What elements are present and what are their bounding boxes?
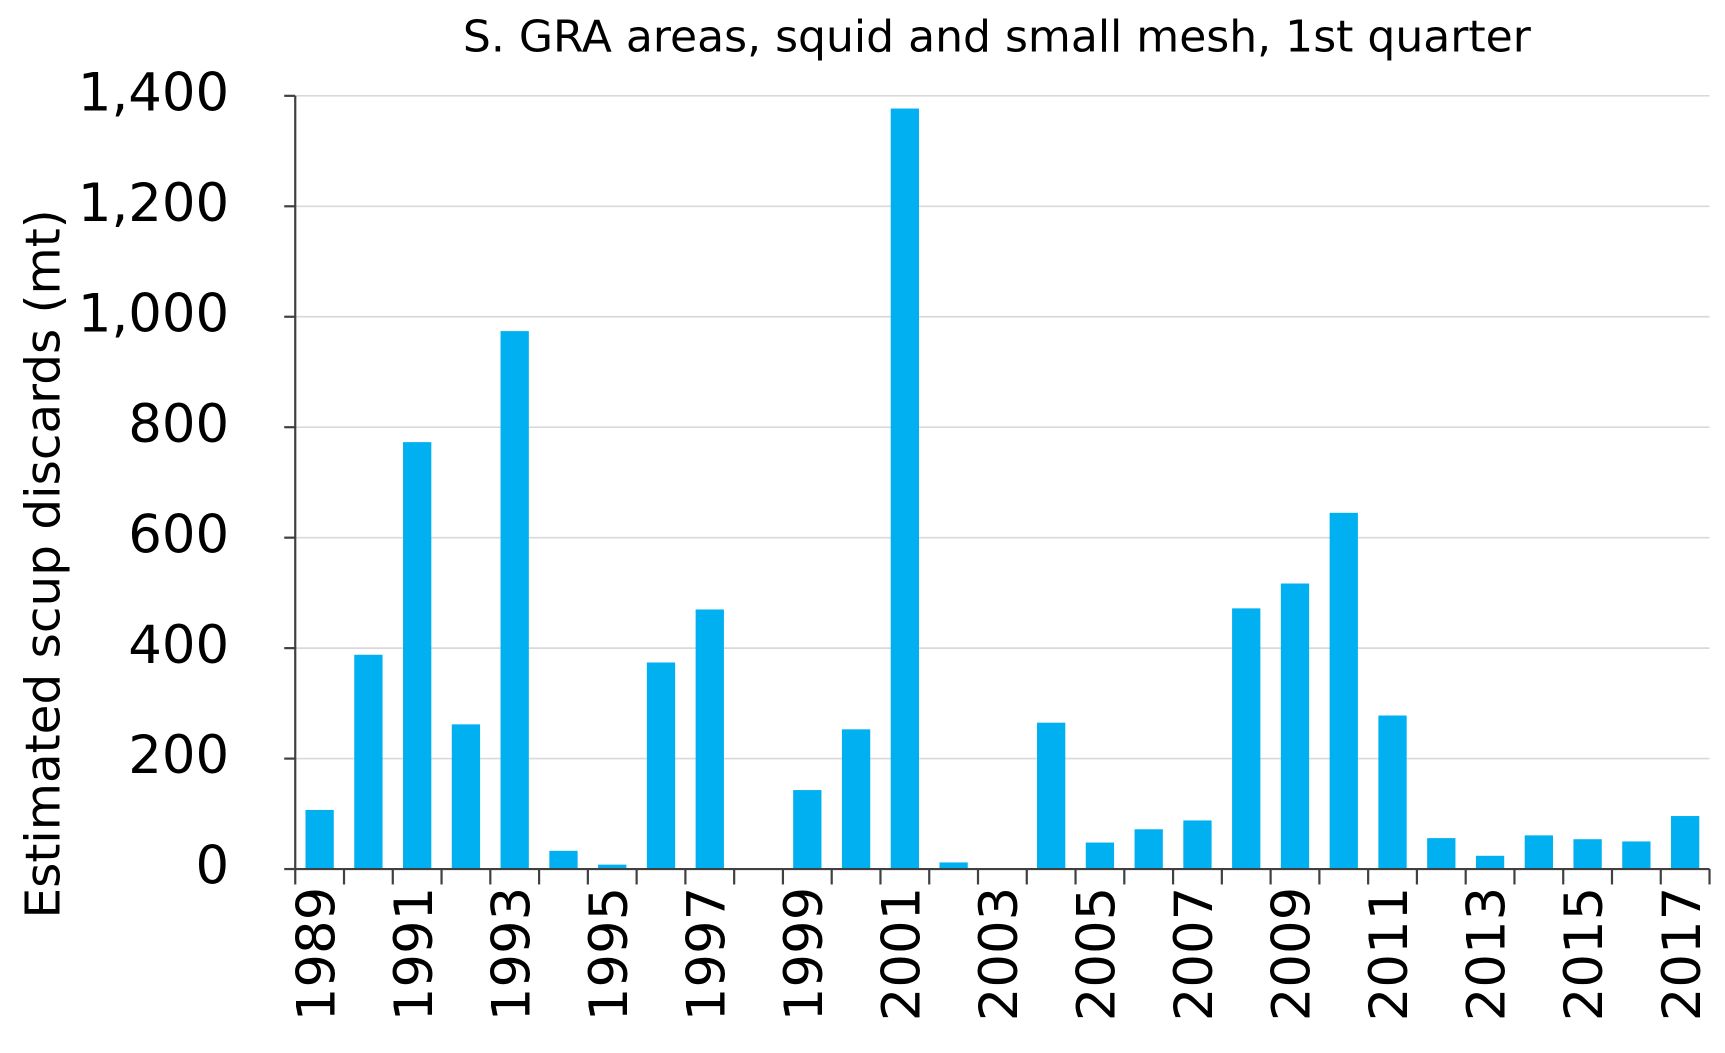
- y-tick-label: 0: [196, 836, 230, 897]
- bar: [500, 331, 529, 870]
- bar: [1183, 820, 1212, 870]
- bar: [646, 662, 676, 870]
- x-tick-label: 2009: [1262, 887, 1323, 1022]
- bar: [1280, 583, 1310, 870]
- y-tick-label: 200: [128, 725, 229, 786]
- bar: [890, 108, 919, 870]
- x-tick-label: 2005: [1067, 887, 1128, 1022]
- x-tick-label: 1999: [774, 887, 835, 1022]
- bar: [1524, 835, 1553, 870]
- bar: [1329, 512, 1358, 870]
- bar: [1622, 841, 1651, 870]
- y-tick-label: 800: [128, 394, 229, 455]
- x-tick-label: 1997: [676, 887, 737, 1022]
- y-axis-label: Estimated scup discards (mt): [15, 209, 71, 918]
- bar: [841, 729, 871, 870]
- bar: [1085, 842, 1115, 870]
- bar: [354, 654, 383, 870]
- bar: [1378, 715, 1407, 870]
- x-tick-label: 2011: [1359, 887, 1420, 1022]
- y-tick-label: 1,000: [78, 283, 229, 344]
- bar: [793, 790, 822, 870]
- bar: [403, 442, 432, 870]
- bar: [1670, 816, 1700, 870]
- bar: [1134, 829, 1163, 870]
- bar: [549, 850, 578, 870]
- y-tick-label: 600: [128, 504, 229, 565]
- bar: [305, 809, 334, 870]
- y-tick-label: 400: [128, 615, 229, 676]
- bar: [1475, 855, 1505, 870]
- y-tick-label: 1,200: [78, 173, 229, 234]
- bar: [451, 724, 481, 870]
- x-tick-label: 2013: [1457, 887, 1518, 1022]
- bar: [939, 862, 968, 870]
- bar: [1037, 722, 1066, 870]
- x-tick-label: 1991: [384, 887, 445, 1022]
- x-tick-label: 1995: [579, 887, 640, 1022]
- x-tick-label: 1993: [481, 887, 542, 1022]
- x-tick-label: 2001: [871, 887, 932, 1022]
- bar: [598, 864, 627, 870]
- x-tick-label: 2015: [1554, 887, 1615, 1022]
- bar: [1232, 608, 1261, 870]
- x-tick-label: 2007: [1164, 887, 1225, 1022]
- y-tick-label: 1,400: [78, 62, 229, 123]
- x-tick-label: 1989: [286, 887, 347, 1022]
- x-tick-label: 2017: [1652, 887, 1713, 1022]
- chart-title: S. GRA areas, squid and small mesh, 1st …: [463, 12, 1532, 63]
- bar: [695, 609, 724, 870]
- x-tick-label: 2003: [969, 887, 1030, 1022]
- bar: [1427, 838, 1456, 870]
- bar: [1573, 839, 1602, 870]
